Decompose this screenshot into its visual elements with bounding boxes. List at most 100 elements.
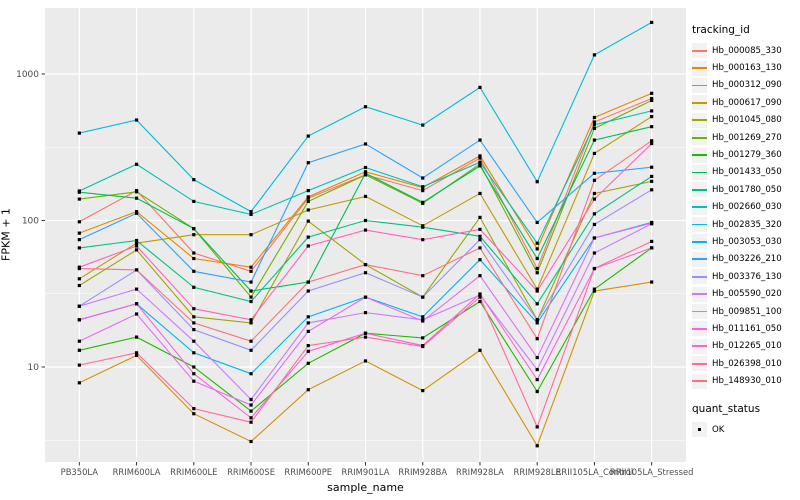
data-point-marker — [134, 248, 139, 252]
data-point-marker — [363, 295, 368, 299]
legend-key — [692, 356, 707, 372]
data-point-marker — [306, 343, 310, 348]
legend-key — [692, 164, 707, 180]
data-point-marker — [535, 256, 539, 261]
legend-item-label: Hb_001433_050 — [712, 167, 782, 178]
data-point-marker — [535, 318, 539, 322]
data-point-marker — [77, 339, 81, 343]
legend-key — [692, 60, 707, 76]
legend-key — [692, 234, 707, 250]
legend-key — [692, 338, 707, 354]
data-point-marker — [306, 388, 310, 392]
data-point-marker — [134, 162, 139, 166]
data-point-marker — [306, 195, 310, 199]
data-point-marker — [421, 315, 425, 319]
legend-item-label: Hb_005590_020 — [712, 289, 782, 300]
data-point-marker — [421, 123, 425, 127]
data-point-marker — [650, 125, 654, 129]
ok-key — [692, 422, 707, 437]
legend-key-line — [692, 258, 707, 261]
data-point-marker — [192, 199, 196, 204]
data-point-marker — [306, 280, 310, 284]
data-point-marker — [535, 389, 539, 394]
data-point-marker — [134, 312, 139, 316]
data-point-marker — [77, 189, 81, 193]
data-point-marker — [650, 114, 654, 119]
data-point-marker — [421, 274, 425, 278]
legend-key-line — [692, 67, 707, 69]
data-point-marker — [363, 263, 368, 267]
legend-item: Hb_000312_090 — [692, 77, 798, 94]
data-point-marker — [77, 131, 81, 135]
data-point-marker — [134, 353, 139, 357]
data-point-marker — [592, 236, 597, 240]
data-point-marker — [592, 126, 597, 131]
legend-item: Hb_005590_020 — [692, 285, 798, 302]
data-point-marker — [478, 85, 482, 90]
x-tick-label: RRIM928LA — [456, 467, 504, 477]
data-point-marker — [306, 244, 310, 248]
data-point-marker — [192, 251, 196, 255]
legend-key-line — [692, 310, 707, 313]
legend-key — [692, 304, 707, 320]
data-point-marker — [592, 171, 597, 175]
data-point-marker — [650, 188, 654, 192]
data-point-marker — [592, 212, 597, 216]
data-point-marker — [249, 212, 253, 217]
data-point-marker — [535, 247, 539, 251]
data-point-marker — [249, 295, 253, 299]
legend-key-line — [692, 345, 707, 348]
legend-item: Hb_012265_010 — [692, 338, 798, 355]
data-point-marker — [77, 277, 81, 281]
legend-item-label: Hb_003226_210 — [712, 254, 782, 265]
legend-key — [692, 147, 707, 163]
data-point-marker — [192, 365, 196, 369]
data-point-marker — [478, 238, 482, 242]
data-point-marker — [363, 228, 368, 232]
data-point-marker — [421, 185, 425, 189]
legend-item: Hb_003376_130 — [692, 268, 798, 285]
data-point-marker — [249, 265, 253, 269]
data-point-marker — [134, 287, 139, 291]
data-point-marker — [535, 337, 539, 341]
legend-item-label: Hb_026398_010 — [712, 358, 782, 369]
data-point-marker — [77, 318, 81, 322]
data-point-marker — [134, 190, 139, 194]
data-point-marker — [650, 109, 654, 113]
legend-key — [692, 251, 707, 267]
data-point-marker — [650, 174, 654, 178]
x-tick-label: RRII105LA_Control — [556, 467, 634, 477]
legend-item-label: Hb_000617_090 — [712, 97, 782, 108]
data-point-marker — [592, 123, 597, 127]
data-point-marker — [249, 339, 253, 343]
data-point-marker — [478, 156, 482, 160]
legend-key — [692, 321, 707, 337]
data-point-marker — [306, 188, 310, 193]
data-point-marker — [478, 215, 482, 219]
data-point-marker — [535, 220, 539, 225]
x-tick-label: RRIM600LE — [170, 467, 217, 477]
data-point-marker — [421, 176, 425, 180]
data-point-marker — [535, 321, 539, 325]
legend-item-label: Hb_003053_030 — [712, 236, 782, 247]
data-point-marker — [192, 407, 196, 411]
data-point-marker — [77, 238, 81, 242]
data-point-marker — [192, 307, 196, 311]
data-point-marker — [192, 379, 196, 383]
legend-item: Hb_011161_050 — [692, 320, 798, 337]
data-point-marker — [478, 227, 482, 231]
data-point-marker — [249, 269, 253, 273]
legend-key-line — [692, 275, 707, 278]
data-point-marker — [478, 292, 482, 296]
data-point-marker — [134, 196, 139, 200]
legend-item-label: Hb_001045_080 — [712, 115, 782, 126]
data-point-marker — [77, 304, 81, 308]
legend-key-line — [692, 293, 707, 296]
data-point-marker — [650, 280, 654, 284]
data-point-marker — [535, 425, 539, 429]
legend-item: Hb_003226_210 — [692, 251, 798, 268]
legend-items: Hb_000085_330 Hb_000163_130 Hb_000312_090 H… — [692, 42, 798, 390]
data-point-marker — [592, 115, 597, 120]
data-point-marker — [134, 268, 139, 272]
